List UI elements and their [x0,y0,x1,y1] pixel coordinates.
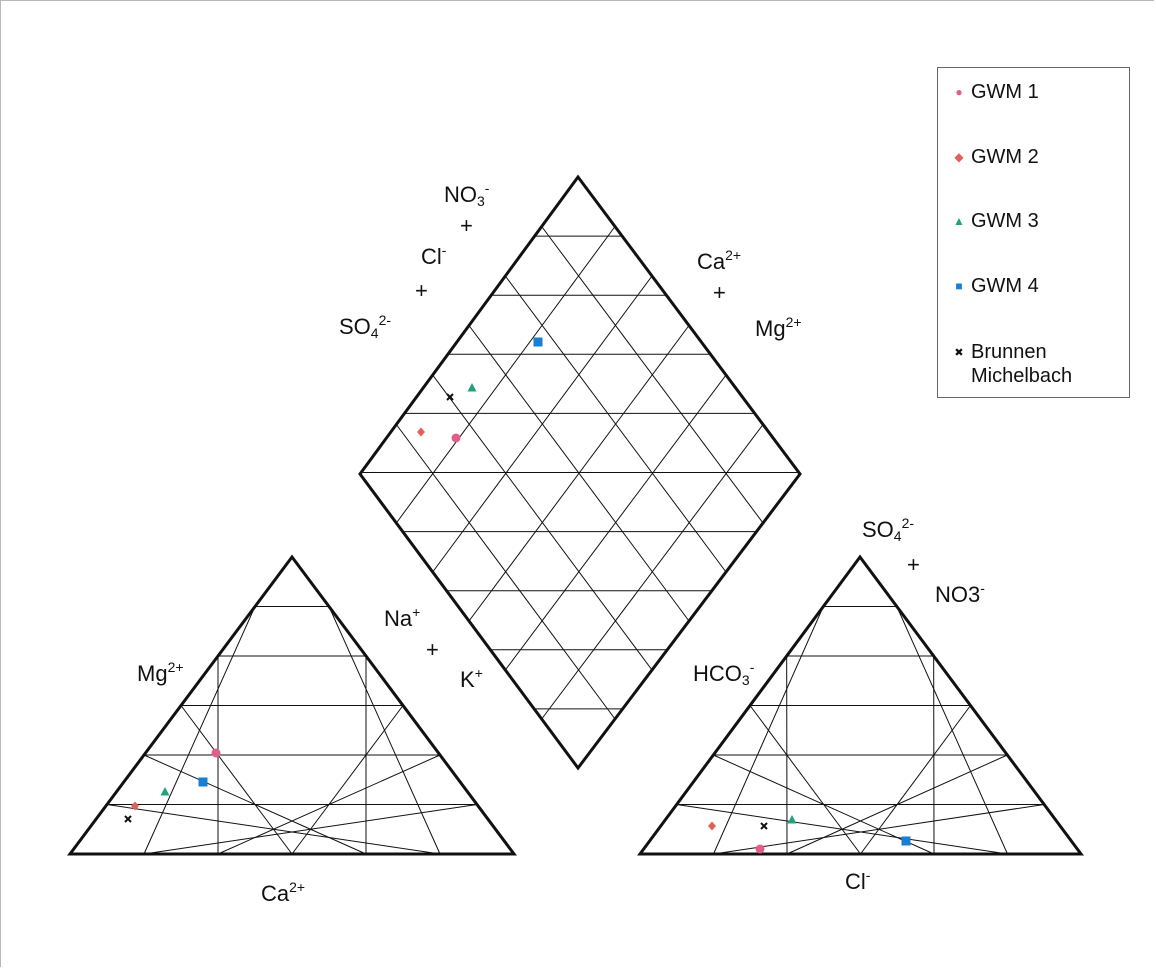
anion-triangle-outline [637,554,1084,856]
legend-item-gwm2: ◆ GWM 2 [950,145,1039,169]
anion-triangle-gridline [896,606,1008,855]
diamond-left-label-plus1: + [460,213,473,238]
anion-triangle-gridline [749,705,861,855]
legend-marker-cross-icon: ✖ [954,347,964,359]
anion-point-gwm-1 [755,844,765,854]
cation-point-gwm-4 [198,777,208,787]
anion-left-label: HCO3- [693,659,755,688]
cation-triangle-gridline [328,606,441,855]
diamond-left-label-no3: NO3- [444,180,490,209]
diamond-point-gwm-3 [467,383,477,392]
legend-marker-triangle-icon: ▲ [953,214,965,228]
anion-point-brunnen-michelbach [760,822,768,830]
legend-item-gwm4: ■ GWM 4 [950,274,1039,298]
cation-point-gwm-2 [131,801,139,811]
anion-triangle-gridline [860,705,971,855]
cation-left-label: Mg2+ [137,659,184,686]
diamond-point-brunnen-michelbach [446,393,454,401]
legend-marker-square-icon: ■ [955,279,963,293]
cation-point-gwm-1 [211,748,221,758]
diamond-outline [358,174,802,771]
diamond-point-gwm-2 [417,427,425,437]
diamond-right-label-mg: Mg2+ [755,314,802,341]
cation-triangle-gridline [106,804,441,855]
legend-label: GWM 1 [971,81,1039,103]
cation-triangle-gridline [291,705,404,855]
legend-marker-diamond-icon: ◆ [954,150,964,164]
legend-label: GWM 2 [971,146,1039,168]
anion-point-gwm-2 [708,821,716,831]
legend-label: GWM 4 [971,275,1039,297]
legend-item-gwm3: ▲ GWM 3 [950,209,1039,233]
diamond-gridline [541,424,764,720]
anion-bottom-label: Cl- [845,867,871,894]
anion-point-gwm-3 [787,815,797,824]
cation-point-brunnen-michelbach [124,815,132,823]
legend-label: GWM 3 [971,210,1039,232]
diamond-left-label-plus2: + [415,278,428,303]
anion-triangle-gridline [676,804,1008,855]
anion-point-gwm-4 [901,836,911,846]
anion-top-label-plus: + [907,552,920,577]
legend-marker-circle-icon: ● [955,85,963,99]
legend-item-gwm1: ● GWM 1 [950,80,1039,104]
cation-right-label-k: K+ [460,665,483,692]
cation-triangle-gridline [180,705,293,855]
diamond-point-gwm-1 [451,433,461,443]
cation-right-label-na: Na+ [384,604,421,631]
anion-top-label-so4: SO42- [862,515,915,544]
diamond-point-gwm-4 [533,337,543,347]
diamond-right-label-plus: + [713,280,726,305]
legend-item-brunnen: ✖ Brunnen Michelbach [950,340,1072,387]
cation-point-gwm-3 [160,787,170,796]
legend-label-line1: Brunnen [971,341,1047,363]
cation-right-label-plus: + [426,637,439,662]
diamond-left-label-cl: Cl- [421,242,447,269]
diamond-right-label-ca: Ca2+ [697,247,742,274]
legend-label-line2: Michelbach [971,365,1073,387]
diamond-left-label-so4: SO42- [339,312,392,341]
legend: ● GWM 1 ◆ GWM 2 ▲ GWM 3 ■ GWM 4 ✖ Brunnen Mic… [937,67,1130,398]
cation-triangle-outline [67,554,517,856]
cation-bottom-label: Ca2+ [261,879,306,906]
anion-top-label-no3: NO3- [935,580,985,607]
